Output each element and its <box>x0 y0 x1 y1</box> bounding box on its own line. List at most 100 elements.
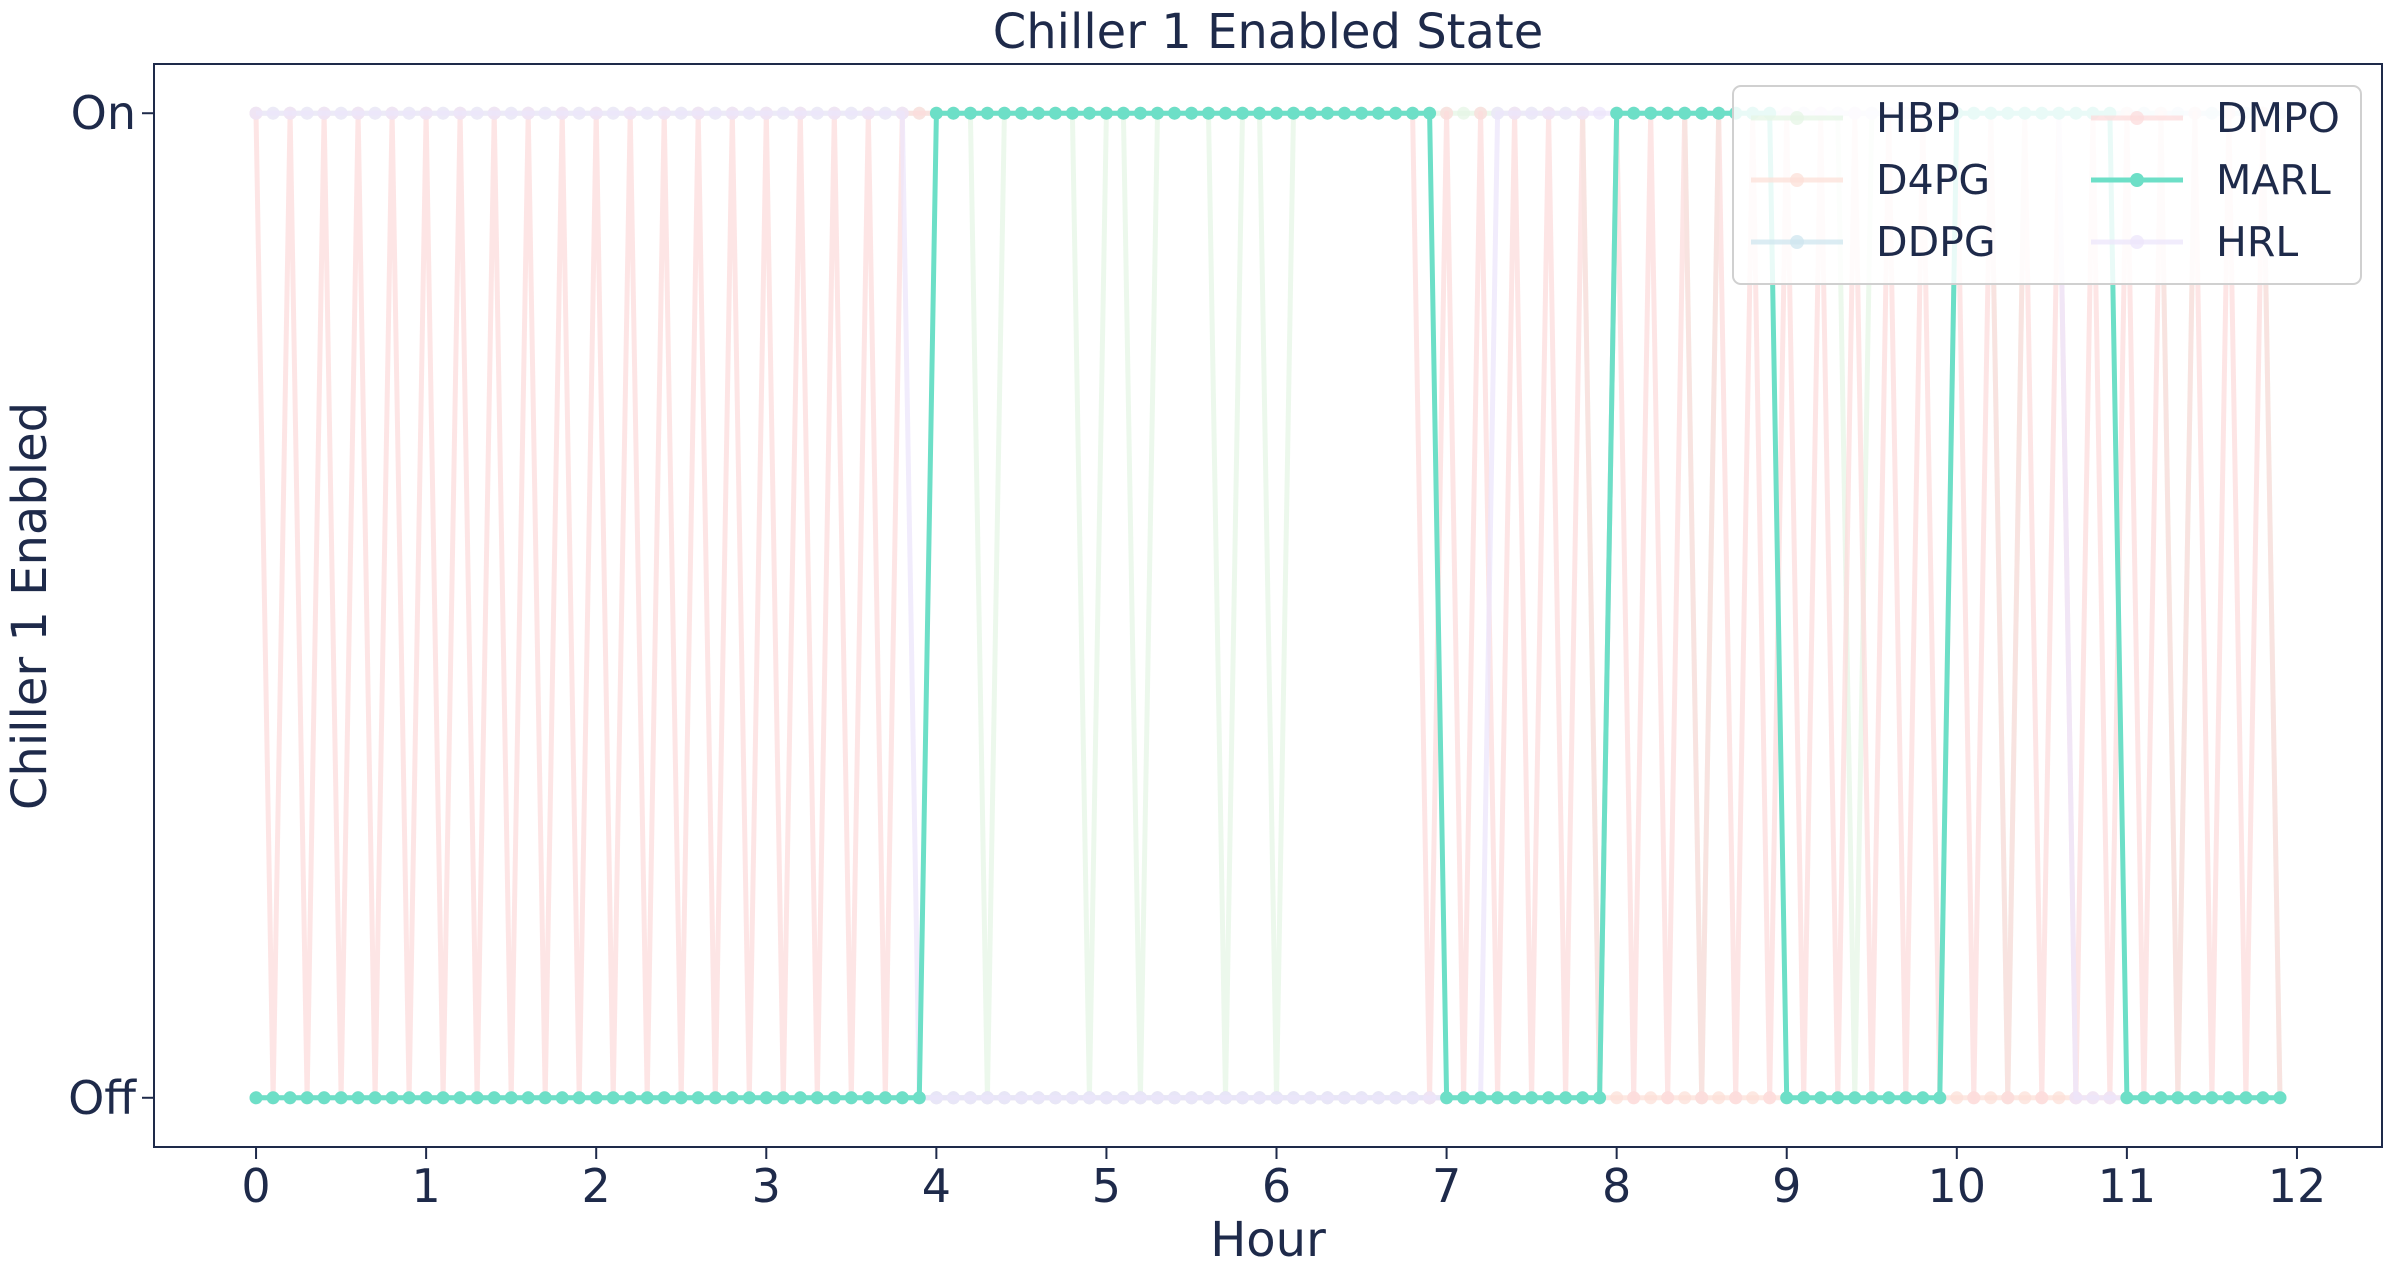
x-tick-label: 11 <box>2098 1159 2157 1213</box>
point-marl <box>2188 1091 2202 1105</box>
point-marl <box>878 1091 892 1105</box>
point-hrl <box>776 106 790 120</box>
point-marl <box>861 1091 875 1105</box>
point-marl <box>351 1091 365 1105</box>
legend: HBP D4PG DDPG DMPO MARL HRL <box>1732 85 2362 285</box>
point-hrl <box>1372 1091 1385 1105</box>
point-marl <box>1116 106 1130 120</box>
point-dmpo <box>2035 1091 2049 1105</box>
y-axis: Off On <box>68 86 154 1125</box>
point-hrl <box>1559 106 1573 120</box>
point-hrl <box>521 106 535 120</box>
point-marl <box>249 1091 263 1105</box>
point-marl <box>1168 106 1181 120</box>
legend-label: DMPO <box>2216 94 2340 142</box>
point-d4pg <box>2018 1091 2032 1105</box>
point-marl <box>317 1091 331 1105</box>
point-hrl <box>1338 1091 1351 1105</box>
point-dmpo <box>1474 106 1488 120</box>
point-hrl <box>1082 1091 1096 1105</box>
point-marl <box>623 1091 637 1105</box>
point-marl <box>402 1091 416 1105</box>
y-axis-label: Chiller 1 Enabled <box>2 402 58 810</box>
point-marl <box>1355 106 1368 120</box>
point-marl <box>1048 106 1062 120</box>
point-marl <box>283 1091 297 1105</box>
point-marl <box>1202 106 1215 120</box>
point-marl <box>2273 1091 2287 1105</box>
point-hrl <box>946 1091 960 1105</box>
point-hrl <box>538 106 552 120</box>
point-marl <box>759 1091 773 1105</box>
point-dmpo <box>1661 1091 1675 1105</box>
x-axis: 0 1 2 3 4 5 6 7 8 9 10 11 12 <box>241 1147 2326 1213</box>
legend-marker <box>1790 173 1804 187</box>
legend-label: HBP <box>1876 94 1960 142</box>
point-marl <box>1304 106 1317 120</box>
point-hrl <box>1151 1091 1164 1105</box>
point-hrl <box>436 106 450 120</box>
point-marl <box>436 1091 450 1105</box>
point-marl <box>912 1091 926 1105</box>
point-marl <box>504 1091 518 1105</box>
legend-label: MARL <box>2216 156 2331 204</box>
point-marl <box>1185 106 1198 120</box>
point-marl <box>1916 1091 1930 1105</box>
point-marl <box>691 1091 705 1105</box>
legend-item-dmpo: DMPO <box>2091 94 2340 142</box>
point-marl <box>708 1091 722 1105</box>
point-d4pg <box>1712 1091 1726 1105</box>
point-marl <box>453 1091 467 1105</box>
point-hrl <box>1065 1091 1079 1105</box>
point-marl <box>742 1091 756 1105</box>
point-marl <box>657 1091 671 1105</box>
point-marl <box>1678 106 1692 120</box>
point-marl <box>521 1091 535 1105</box>
y-tick-label: On <box>71 86 136 140</box>
legend-item-d4pg: D4PG <box>1751 156 1990 204</box>
point-marl <box>2154 1091 2168 1105</box>
point-marl <box>1389 106 1403 120</box>
point-hbp <box>1457 106 1471 120</box>
point-marl <box>1270 106 1283 120</box>
x-tick-label: 12 <box>2268 1159 2327 1213</box>
point-marl <box>1644 106 1658 120</box>
point-marl <box>1423 106 1437 120</box>
point-marl <box>1814 1091 1828 1105</box>
point-hrl <box>1236 1091 1249 1105</box>
point-marl <box>1508 1091 1522 1105</box>
point-hrl <box>453 106 467 120</box>
point-hrl <box>844 106 858 120</box>
point-hrl <box>1508 106 1522 120</box>
point-dmpo <box>2001 1091 2015 1105</box>
point-marl <box>1082 106 1096 120</box>
point-hrl <box>1491 106 1505 120</box>
point-hrl <box>878 106 892 120</box>
point-marl <box>1865 1091 1879 1105</box>
point-marl <box>793 1091 807 1105</box>
point-marl <box>2256 1091 2270 1105</box>
point-dmpo <box>1627 1091 1641 1105</box>
point-marl <box>1287 106 1300 120</box>
x-tick-label: 0 <box>241 1159 270 1213</box>
point-hrl <box>2086 1091 2100 1105</box>
x-tick-label: 10 <box>1928 1159 1987 1213</box>
point-hrl <box>997 1091 1011 1105</box>
point-marl <box>1099 106 1113 120</box>
point-hrl <box>606 106 620 120</box>
point-hrl <box>980 1091 994 1105</box>
point-hrl <box>623 106 637 120</box>
chart-title: Chiller 1 Enabled State <box>993 4 1544 60</box>
point-marl <box>538 1091 552 1105</box>
x-tick-label: 8 <box>1602 1159 1631 1213</box>
point-marl <box>266 1091 280 1105</box>
point-marl <box>385 1091 399 1105</box>
point-marl <box>1882 1091 1896 1105</box>
point-marl <box>1593 1091 1607 1105</box>
point-hrl <box>963 1091 977 1105</box>
point-marl <box>640 1091 654 1105</box>
point-marl <box>1474 1091 1488 1105</box>
legend-marker <box>1790 111 1804 125</box>
point-hrl <box>725 106 739 120</box>
point-hrl <box>1099 1091 1113 1105</box>
